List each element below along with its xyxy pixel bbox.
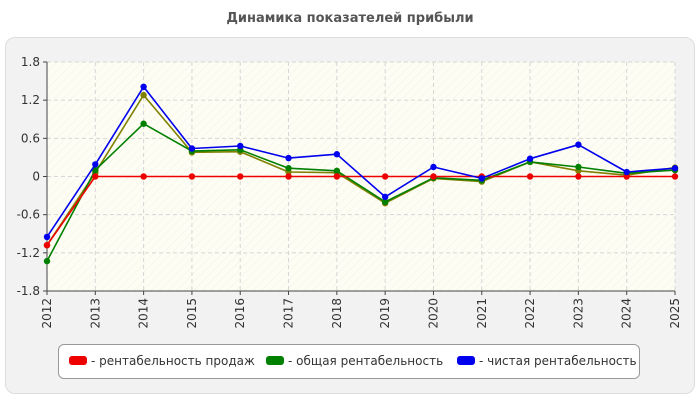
data-point-2-13 xyxy=(671,165,679,172)
data-point-2-12 xyxy=(623,168,630,176)
data-point-2-3 xyxy=(188,145,196,152)
data-point-1-6 xyxy=(333,167,341,174)
y-tick-label: -1.8 xyxy=(17,284,40,298)
y-tick-label: 1.8 xyxy=(21,55,40,69)
chart-title: Динамика показателей прибыли xyxy=(226,11,474,26)
data-point-0-12 xyxy=(623,173,630,180)
data-point-2-2 xyxy=(140,83,147,91)
legend-swatch-red xyxy=(69,356,87,365)
series-line-3 xyxy=(46,94,676,246)
legend-label-net: чистая рентабельность xyxy=(487,354,637,368)
x-tick-label: 2015 xyxy=(185,298,199,329)
legend-prefix: - xyxy=(479,354,488,368)
x-tick-label: 2013 xyxy=(88,298,102,329)
data-point-0-2 xyxy=(140,173,147,180)
data-point-2-9 xyxy=(478,175,485,182)
data-point-0-5 xyxy=(285,173,292,180)
data-point-1-5 xyxy=(285,165,292,172)
legend-label-sales: рентабельность продаж xyxy=(99,354,255,368)
data-point-1-7 xyxy=(381,198,389,206)
data-point-2-6 xyxy=(333,151,341,158)
x-tick-label: 2012 xyxy=(40,298,54,329)
x-tick-label: 2024 xyxy=(620,298,634,329)
y-tick-label: -1.2 xyxy=(17,246,40,260)
data-point-2-11 xyxy=(575,141,582,148)
data-point-0-11 xyxy=(575,173,582,180)
legend: - рентабельность продаж - общая рентабел… xyxy=(58,344,640,379)
y-tick-label: 0.6 xyxy=(21,131,40,145)
legend-item-sales[interactable]: - рентабельность продаж xyxy=(69,354,255,368)
data-point-0-6 xyxy=(333,173,341,180)
legend-prefix: - xyxy=(288,354,297,368)
x-tick-label: 2020 xyxy=(426,298,440,329)
y-tick-label: 1.2 xyxy=(21,93,40,107)
data-point-1-11 xyxy=(575,163,582,171)
series-line-1 xyxy=(46,122,676,262)
legend-item-general[interactable]: - общая рентабельность xyxy=(266,354,443,368)
data-point-2-0 xyxy=(43,233,51,241)
data-point-2-7 xyxy=(381,193,389,201)
data-point-0-8 xyxy=(430,173,437,180)
data-point-2-5 xyxy=(285,154,292,162)
x-tick-label: 2016 xyxy=(233,298,247,329)
data-point-0-13 xyxy=(671,173,679,180)
legend-prefix: - xyxy=(91,354,100,368)
legend-item-net[interactable]: - чистая рентабельность xyxy=(457,354,637,368)
x-tick-label: 2021 xyxy=(475,298,489,329)
data-point-0-3 xyxy=(188,173,196,180)
data-point-1-0 xyxy=(43,257,51,265)
legend-swatch-green xyxy=(266,356,284,365)
data-point-0-1 xyxy=(92,173,99,180)
data-point-0-7 xyxy=(381,173,389,180)
data-point-0-10 xyxy=(526,173,534,180)
legend-swatch-blue xyxy=(457,356,475,365)
data-point-0-4 xyxy=(237,173,244,180)
data-point-1-1 xyxy=(92,166,99,174)
y-tick-label: 0 xyxy=(32,170,40,184)
y-tick-label: -0.6 xyxy=(17,208,40,222)
data-point-1-2 xyxy=(140,120,147,127)
x-tick-label: 2017 xyxy=(282,298,296,329)
x-tick-label: 2025 xyxy=(668,298,682,329)
x-tick-label: 2014 xyxy=(137,298,151,329)
x-tick-label: 2022 xyxy=(523,298,537,329)
legend-label-general: общая рентабельность xyxy=(296,354,444,368)
series-line-2 xyxy=(46,86,676,238)
data-point-2-10 xyxy=(526,155,534,162)
data-point-2-8 xyxy=(430,163,437,171)
x-tick-label: 2023 xyxy=(571,298,585,329)
data-point-0-0 xyxy=(43,242,51,249)
x-tick-label: 2019 xyxy=(378,298,392,329)
data-point-2-4 xyxy=(237,142,244,150)
data-point-3-2 xyxy=(140,91,147,99)
data-point-2-1 xyxy=(92,161,99,168)
x-tick-label: 2018 xyxy=(330,298,344,329)
